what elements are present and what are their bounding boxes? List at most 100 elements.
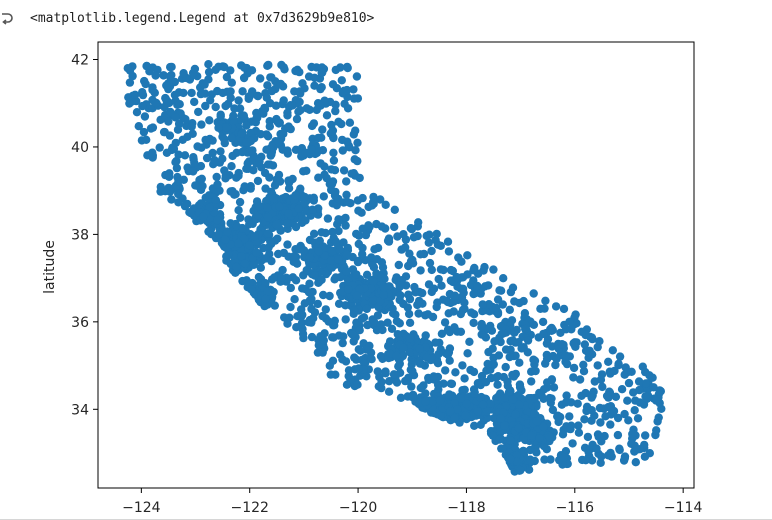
data-point	[443, 237, 453, 246]
data-point	[421, 331, 430, 340]
data-point	[390, 222, 399, 232]
data-point	[325, 361, 334, 370]
data-point	[489, 360, 498, 369]
data-point	[349, 337, 358, 346]
data-point	[322, 111, 332, 120]
data-point	[615, 352, 625, 361]
data-point	[642, 394, 652, 403]
data-point	[248, 146, 257, 155]
data-point	[199, 212, 208, 221]
data-point	[328, 80, 338, 89]
data-point	[569, 373, 578, 382]
data-point	[641, 379, 651, 388]
data-point	[305, 253, 315, 262]
data-point	[245, 91, 255, 101]
data-point	[151, 71, 160, 80]
data-point	[565, 412, 574, 421]
data-point	[416, 266, 425, 275]
data-point	[361, 230, 371, 240]
data-point	[253, 91, 262, 101]
data-point	[309, 229, 319, 238]
data-point	[405, 334, 415, 343]
data-point	[205, 116, 214, 125]
data-point	[465, 337, 474, 346]
data-point	[610, 366, 619, 376]
data-point	[519, 296, 528, 306]
data-point	[234, 96, 243, 105]
data-point	[499, 329, 508, 338]
data-point	[319, 290, 328, 300]
data-point	[211, 196, 221, 205]
data-point	[206, 96, 215, 105]
data-point	[335, 245, 344, 254]
data-point	[396, 393, 406, 402]
data-point	[236, 213, 245, 222]
data-point	[516, 465, 525, 475]
data-point	[334, 194, 343, 204]
data-point	[473, 281, 482, 291]
data-point	[392, 378, 402, 387]
data-point	[187, 122, 196, 131]
data-point	[138, 88, 147, 97]
data-point	[437, 281, 446, 290]
data-point	[460, 374, 469, 383]
data-point	[649, 383, 658, 392]
output-arrow-icon[interactable]	[0, 12, 14, 26]
data-point	[568, 439, 577, 448]
data-point	[267, 256, 276, 266]
data-point	[319, 192, 328, 201]
data-point	[286, 283, 295, 293]
data-point	[532, 417, 542, 426]
data-point	[431, 338, 440, 347]
data-point	[261, 294, 270, 303]
data-point	[425, 258, 435, 268]
data-point	[347, 169, 356, 178]
data-point	[408, 392, 417, 402]
data-point	[398, 352, 407, 361]
data-point	[297, 312, 306, 321]
data-point	[171, 138, 180, 148]
data-point	[446, 407, 455, 416]
y-tick-label: 40	[71, 140, 89, 156]
data-point	[604, 357, 613, 366]
data-point	[393, 232, 402, 241]
data-point	[279, 96, 288, 105]
data-point	[422, 353, 432, 362]
data-point	[226, 93, 235, 103]
data-point	[329, 333, 338, 342]
data-point	[418, 288, 427, 298]
data-point	[260, 104, 270, 114]
data-point	[384, 237, 394, 246]
data-point	[288, 174, 297, 184]
data-point	[514, 423, 523, 433]
data-point	[523, 348, 532, 357]
data-point	[134, 122, 143, 131]
data-point	[289, 252, 298, 262]
data-point	[318, 348, 327, 357]
data-point	[238, 87, 247, 96]
data-point	[583, 432, 593, 442]
data-point	[297, 318, 307, 328]
data-point	[331, 273, 340, 282]
data-point	[210, 156, 219, 165]
data-point	[492, 303, 501, 313]
data-point	[221, 235, 230, 244]
data-point	[586, 444, 595, 453]
data-point	[301, 216, 310, 225]
data-point	[228, 151, 237, 161]
data-point	[635, 385, 644, 395]
data-point	[242, 121, 251, 130]
data-point	[545, 433, 554, 442]
data-point	[295, 87, 304, 96]
data-point	[327, 165, 336, 174]
data-point	[384, 387, 394, 396]
data-point	[291, 276, 301, 285]
data-point	[373, 367, 382, 376]
data-point	[517, 344, 526, 353]
data-point	[343, 197, 352, 206]
data-point	[341, 221, 350, 230]
data-point	[526, 455, 535, 464]
data-point	[328, 127, 337, 136]
output-text: <matplotlib.legend.Legend at 0x7d3629b9e…	[30, 11, 375, 26]
